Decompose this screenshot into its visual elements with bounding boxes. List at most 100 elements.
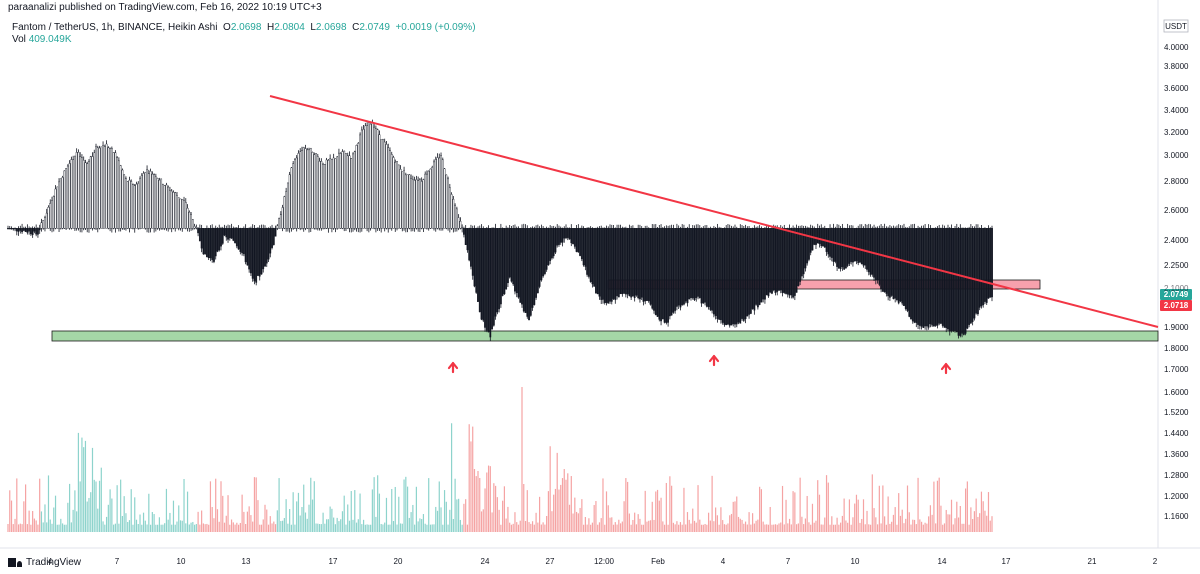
- candle-body: [716, 228, 719, 319]
- volume-bar: [841, 515, 843, 532]
- volume-bar: [627, 481, 629, 532]
- candle-body: [88, 161, 90, 229]
- volume-bar: [269, 516, 271, 532]
- volume-bar: [14, 518, 16, 532]
- candle-body: [276, 225, 279, 229]
- volume-bar: [709, 520, 711, 532]
- volume-bar: [311, 499, 314, 532]
- candle-body: [367, 122, 370, 229]
- volume-bar: [815, 520, 817, 532]
- currency-label: USDT: [1165, 22, 1187, 31]
- candle-body: [91, 156, 94, 229]
- volume-bar: [81, 437, 83, 532]
- candle-body: [602, 228, 604, 300]
- y-tick-label: 2.1000: [1164, 284, 1189, 293]
- candle-body: [640, 228, 643, 298]
- volume-bar: [623, 501, 625, 532]
- volume-bar: [699, 519, 701, 532]
- volume-bar: [715, 507, 717, 532]
- volume-bar: [760, 489, 763, 532]
- volume-bar: [37, 524, 39, 532]
- candle-body: [327, 160, 330, 229]
- candle-body: [133, 185, 136, 229]
- volume-bar: [774, 524, 777, 532]
- volume-bar: [484, 488, 486, 532]
- volume-bar: [197, 511, 199, 532]
- candle-body: [540, 228, 543, 281]
- volume-bar: [230, 519, 233, 532]
- candle-body: [961, 228, 963, 334]
- candle-body: [702, 228, 705, 304]
- volume-bar: [211, 507, 213, 532]
- candle-body: [35, 228, 38, 235]
- candle-body: [860, 228, 863, 265]
- candle-body: [378, 134, 381, 229]
- candle-body: [286, 182, 289, 229]
- candle-body: [223, 228, 226, 236]
- candle-body: [294, 159, 296, 229]
- y-tick-label: 1.1600: [1164, 512, 1189, 521]
- volume-bar: [160, 524, 162, 532]
- candle-body: [485, 228, 488, 331]
- candle-body: [989, 228, 992, 298]
- volume-bar: [876, 524, 879, 532]
- candle-body: [450, 194, 453, 229]
- volume-bar: [472, 426, 474, 532]
- x-tick-label: 10: [177, 557, 186, 566]
- volume-bar: [443, 490, 446, 532]
- candle-body: [318, 161, 321, 229]
- candle-body: [12, 228, 15, 230]
- volume-bar: [473, 469, 476, 532]
- volume-bar: [586, 524, 588, 532]
- volume-bar: [364, 524, 366, 532]
- volume-bar: [382, 524, 384, 532]
- volume-bar: [785, 499, 787, 532]
- volume-bar: [241, 494, 243, 532]
- candle-body: [455, 208, 458, 229]
- volume-bar: [148, 493, 150, 532]
- candle-body: [619, 228, 622, 295]
- volume-bar: [984, 510, 986, 532]
- candle-body: [582, 228, 585, 266]
- candle-body: [176, 195, 178, 229]
- candle-body: [897, 228, 900, 304]
- candle-body: [709, 228, 712, 310]
- candle-body: [501, 228, 504, 296]
- candle-body: [984, 228, 986, 302]
- candle-body: [313, 154, 316, 229]
- candle-body: [190, 214, 192, 229]
- volume-bar: [811, 503, 814, 532]
- candle-body: [617, 228, 620, 298]
- volume-bar: [787, 523, 789, 532]
- volume-bar: [973, 511, 975, 532]
- candle-body: [561, 228, 564, 243]
- candle-body: [40, 222, 43, 229]
- candle-body: [565, 228, 567, 239]
- candle-body: [712, 228, 715, 315]
- volume-bar: [185, 523, 187, 532]
- y-tick-label: 1.4400: [1164, 429, 1189, 438]
- candle-body: [642, 228, 645, 302]
- candle-body: [204, 228, 207, 255]
- candle-body: [29, 228, 32, 235]
- volume-bar: [619, 523, 622, 532]
- volume-bar: [97, 508, 99, 532]
- volume-bar: [799, 477, 801, 532]
- volume-bar: [431, 524, 433, 532]
- candle-body: [360, 129, 363, 229]
- candle-body: [507, 228, 509, 284]
- x-tick-label: 13: [242, 557, 251, 566]
- volume-bar: [621, 521, 623, 532]
- volume-bar: [389, 524, 391, 532]
- candle-body: [255, 228, 258, 283]
- volume-bar: [528, 522, 530, 532]
- low-value: 2.0698: [315, 22, 347, 33]
- candle-body: [22, 228, 25, 231]
- volume-bar: [825, 475, 828, 532]
- candle-body: [478, 228, 481, 313]
- candle-body: [751, 228, 754, 309]
- candle-body: [792, 228, 794, 298]
- candle-body: [908, 228, 911, 317]
- volume-bar: [44, 504, 46, 532]
